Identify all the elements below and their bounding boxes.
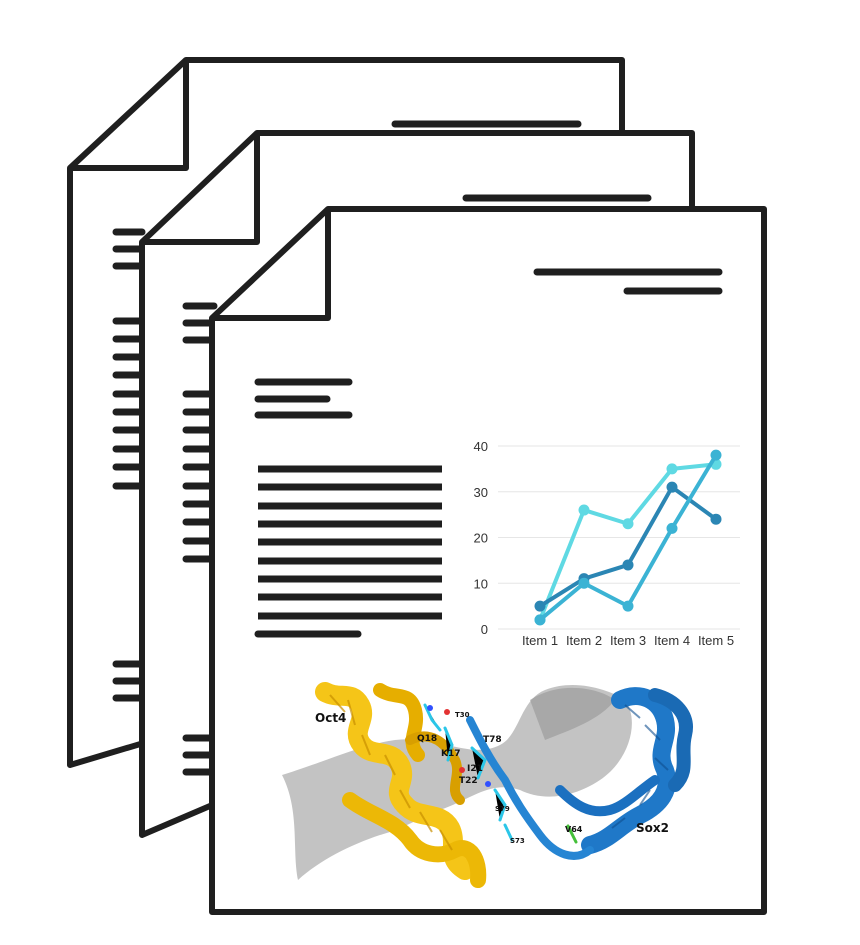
y-tick-label: 20: [474, 531, 488, 546]
y-tick-label: 40: [474, 439, 488, 454]
data-point: [666, 481, 678, 493]
label-s79: S79: [495, 805, 510, 813]
label-v64: V64: [565, 825, 583, 834]
line-chart: 0 10 20 30 40 Item 1 Item 2 Item 3 Item 4 Item 5: [474, 439, 740, 648]
data-point: [578, 504, 590, 516]
x-tick-label: Item 5: [698, 633, 734, 648]
x-tick-label: Item 4: [654, 633, 690, 648]
x-tick-label: Item 2: [566, 633, 602, 648]
y-tick-label: 10: [474, 576, 488, 591]
data-point: [534, 600, 546, 612]
data-point: [534, 614, 546, 626]
label-i21: I21: [467, 764, 483, 774]
label-sox2: Sox2: [636, 821, 669, 835]
label-oct4: Oct4: [315, 711, 346, 725]
data-point: [710, 513, 722, 525]
body-text-lines: [254, 465, 442, 638]
oct4-helices: [315, 682, 487, 888]
x-tick-label: Item 3: [610, 633, 646, 648]
label-t30: T30: [455, 711, 470, 719]
sox2-helices: [466, 687, 693, 860]
label-t78: T78: [483, 735, 502, 745]
data-point: [622, 559, 634, 571]
data-point: [622, 518, 634, 530]
header-lines: [533, 268, 723, 295]
label-s73: S73: [510, 837, 525, 845]
label-q18: Q18: [417, 734, 437, 744]
residue-sticks: [423, 703, 578, 844]
data-point: [666, 463, 678, 475]
data-point: [578, 577, 590, 589]
data-point: [710, 449, 722, 461]
x-tick-label: Item 1: [522, 633, 558, 648]
protein-structure-image: Oct4 Sox2 Q18 K17 I21 T22 T78 V64 T30 S7…: [282, 682, 693, 888]
y-tick-label: 30: [474, 485, 488, 500]
data-point: [666, 522, 678, 534]
data-point: [622, 600, 634, 612]
intro-lines: [254, 378, 353, 419]
label-k17: K17: [441, 749, 461, 759]
label-t22: T22: [459, 776, 478, 786]
y-tick-label: 0: [481, 622, 488, 637]
